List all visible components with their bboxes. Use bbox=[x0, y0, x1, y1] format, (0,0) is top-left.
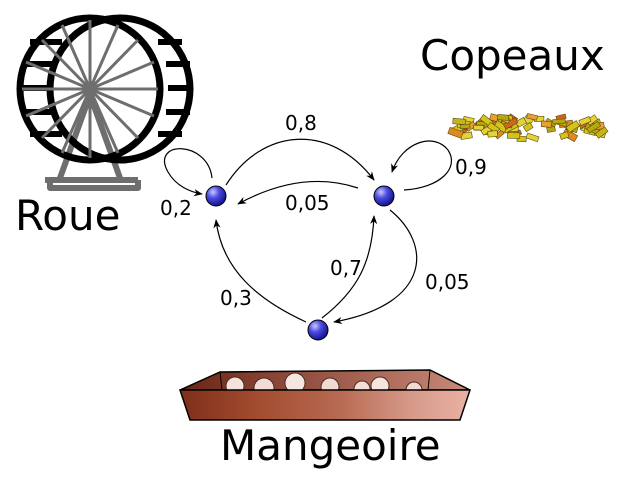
shaving-piece bbox=[447, 126, 464, 139]
shaving-piece bbox=[552, 118, 566, 125]
state-label-mangeoire: Mangeoire bbox=[220, 421, 441, 470]
hamster-wheel-icon bbox=[16, 14, 194, 191]
food-trough-icon bbox=[178, 369, 472, 421]
shaving-piece bbox=[473, 124, 484, 131]
arrow-copeaux-roue bbox=[237, 180, 359, 205]
shaving-piece bbox=[586, 120, 602, 134]
shaving-piece bbox=[459, 123, 471, 130]
node-copeaux bbox=[373, 185, 395, 207]
shaving-piece bbox=[497, 114, 509, 121]
prob-copeaux-copeaux: 0,9 bbox=[455, 155, 487, 179]
shaving-piece bbox=[540, 120, 552, 128]
shaving-piece bbox=[487, 130, 498, 138]
shaving-piece bbox=[578, 116, 592, 126]
node-roue bbox=[205, 185, 227, 207]
prob-copeaux-roue: 0,05 bbox=[285, 191, 330, 215]
shaving-piece bbox=[594, 126, 609, 139]
arrow-copeaux-mangeoire bbox=[333, 209, 418, 325]
prob-mangeoire-copeaux: 0,7 bbox=[330, 256, 362, 280]
shaving-piece bbox=[559, 131, 570, 140]
shaving-piece bbox=[522, 122, 534, 133]
state-label-copeaux: Copeaux bbox=[420, 31, 605, 80]
prob-copeaux-mangeoire: 0,05 bbox=[425, 270, 470, 294]
shaving-piece bbox=[525, 132, 540, 143]
node-mangeoire bbox=[307, 319, 329, 341]
arrow-copeaux-copeaux bbox=[391, 140, 453, 191]
wood-shavings-icon bbox=[447, 113, 609, 143]
arrow-mangeoire-copeaux bbox=[321, 215, 378, 319]
state-label-roue: Roue bbox=[15, 191, 120, 240]
prob-roue-copeaux: 0,8 bbox=[285, 111, 317, 135]
shaving-piece bbox=[565, 120, 581, 133]
arrow-roue-roue bbox=[164, 148, 213, 197]
prob-mangeoire-roue: 0,3 bbox=[220, 286, 252, 310]
shaving-piece bbox=[526, 113, 539, 121]
arrow-roue-copeaux bbox=[225, 138, 375, 186]
shaving-piece bbox=[452, 118, 466, 125]
shaving-piece bbox=[506, 132, 521, 139]
prob-roue-roue: 0,2 bbox=[160, 196, 192, 220]
arrow-mangeoire-roue bbox=[213, 219, 307, 323]
